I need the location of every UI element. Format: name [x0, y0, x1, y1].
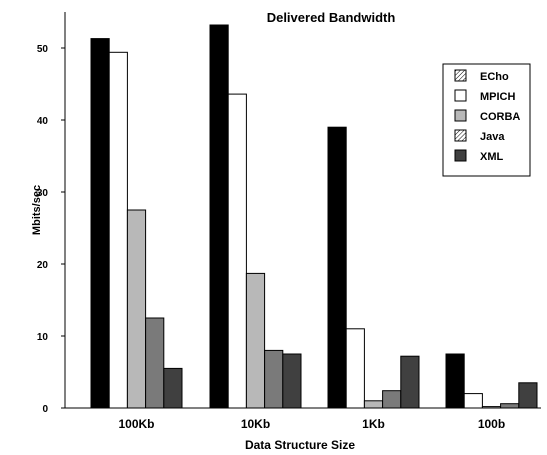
- x-tick-label: 100Kb: [118, 417, 154, 431]
- y-axis-label: Mbits/sec: [31, 185, 43, 235]
- legend-label-echo: ECho: [480, 71, 509, 83]
- legend-label-java: Java: [480, 131, 505, 143]
- legend-swatch-mpich: [454, 89, 467, 102]
- y-tick-label: 10: [37, 332, 49, 343]
- bar-mpich-100kb: [108, 51, 128, 409]
- bar-java-10kb: [264, 349, 284, 409]
- bar-corba-100kb: [126, 209, 147, 409]
- legend-swatch-xml: [454, 149, 467, 162]
- x-tick-label: 10Kb: [241, 417, 270, 431]
- x-tick-label: 1Kb: [362, 417, 385, 431]
- bar-java-100b: [500, 403, 520, 409]
- y-tick-label: 0: [42, 404, 48, 415]
- x-tick-label: 100b: [478, 417, 505, 431]
- axes-group: 100Kb 10Kb 1Kb 100b 0 10 20 30 40 50: [37, 12, 541, 431]
- bar-xml-100b: [518, 382, 538, 409]
- bar-corba-10kb: [245, 272, 266, 409]
- bar-xml-1kb: [400, 355, 420, 409]
- bar-mpich-10kb: [227, 93, 247, 409]
- bar-xml-10kb: [282, 353, 302, 409]
- y-tick-label: 50: [37, 44, 49, 55]
- chart-title: Delivered Bandwidth: [267, 10, 396, 25]
- bar-mpich-1kb: [345, 328, 365, 409]
- bar-echo-100kb: [90, 38, 110, 409]
- bar-mpich-100b: [463, 393, 483, 409]
- bar-java-100kb: [145, 317, 165, 409]
- bars-group: [90, 24, 538, 409]
- x-axis-label: Data Structure Size: [245, 438, 355, 452]
- bar-echo-100b: [445, 353, 465, 409]
- y-tick-label: 20: [37, 260, 49, 271]
- legend-swatch-java: [454, 129, 467, 142]
- legend-swatch-echo: [454, 69, 467, 82]
- bar-corba-1kb: [363, 400, 384, 409]
- y-tick-label: 40: [37, 116, 49, 127]
- bar-echo-10kb: [209, 24, 229, 409]
- legend-label-corba: CORBA: [480, 111, 520, 123]
- bar-java-1kb: [382, 390, 402, 409]
- legend-swatch-corba: [454, 109, 467, 122]
- legend: ECho MPICH CORBA Java XML: [442, 63, 531, 177]
- bar-xml-100kb: [163, 367, 183, 409]
- y-tick-label: 30: [37, 188, 49, 199]
- legend-label-xml: XML: [480, 151, 504, 163]
- legend-label-mpich: MPICH: [480, 91, 516, 103]
- bar-echo-1kb: [327, 126, 347, 409]
